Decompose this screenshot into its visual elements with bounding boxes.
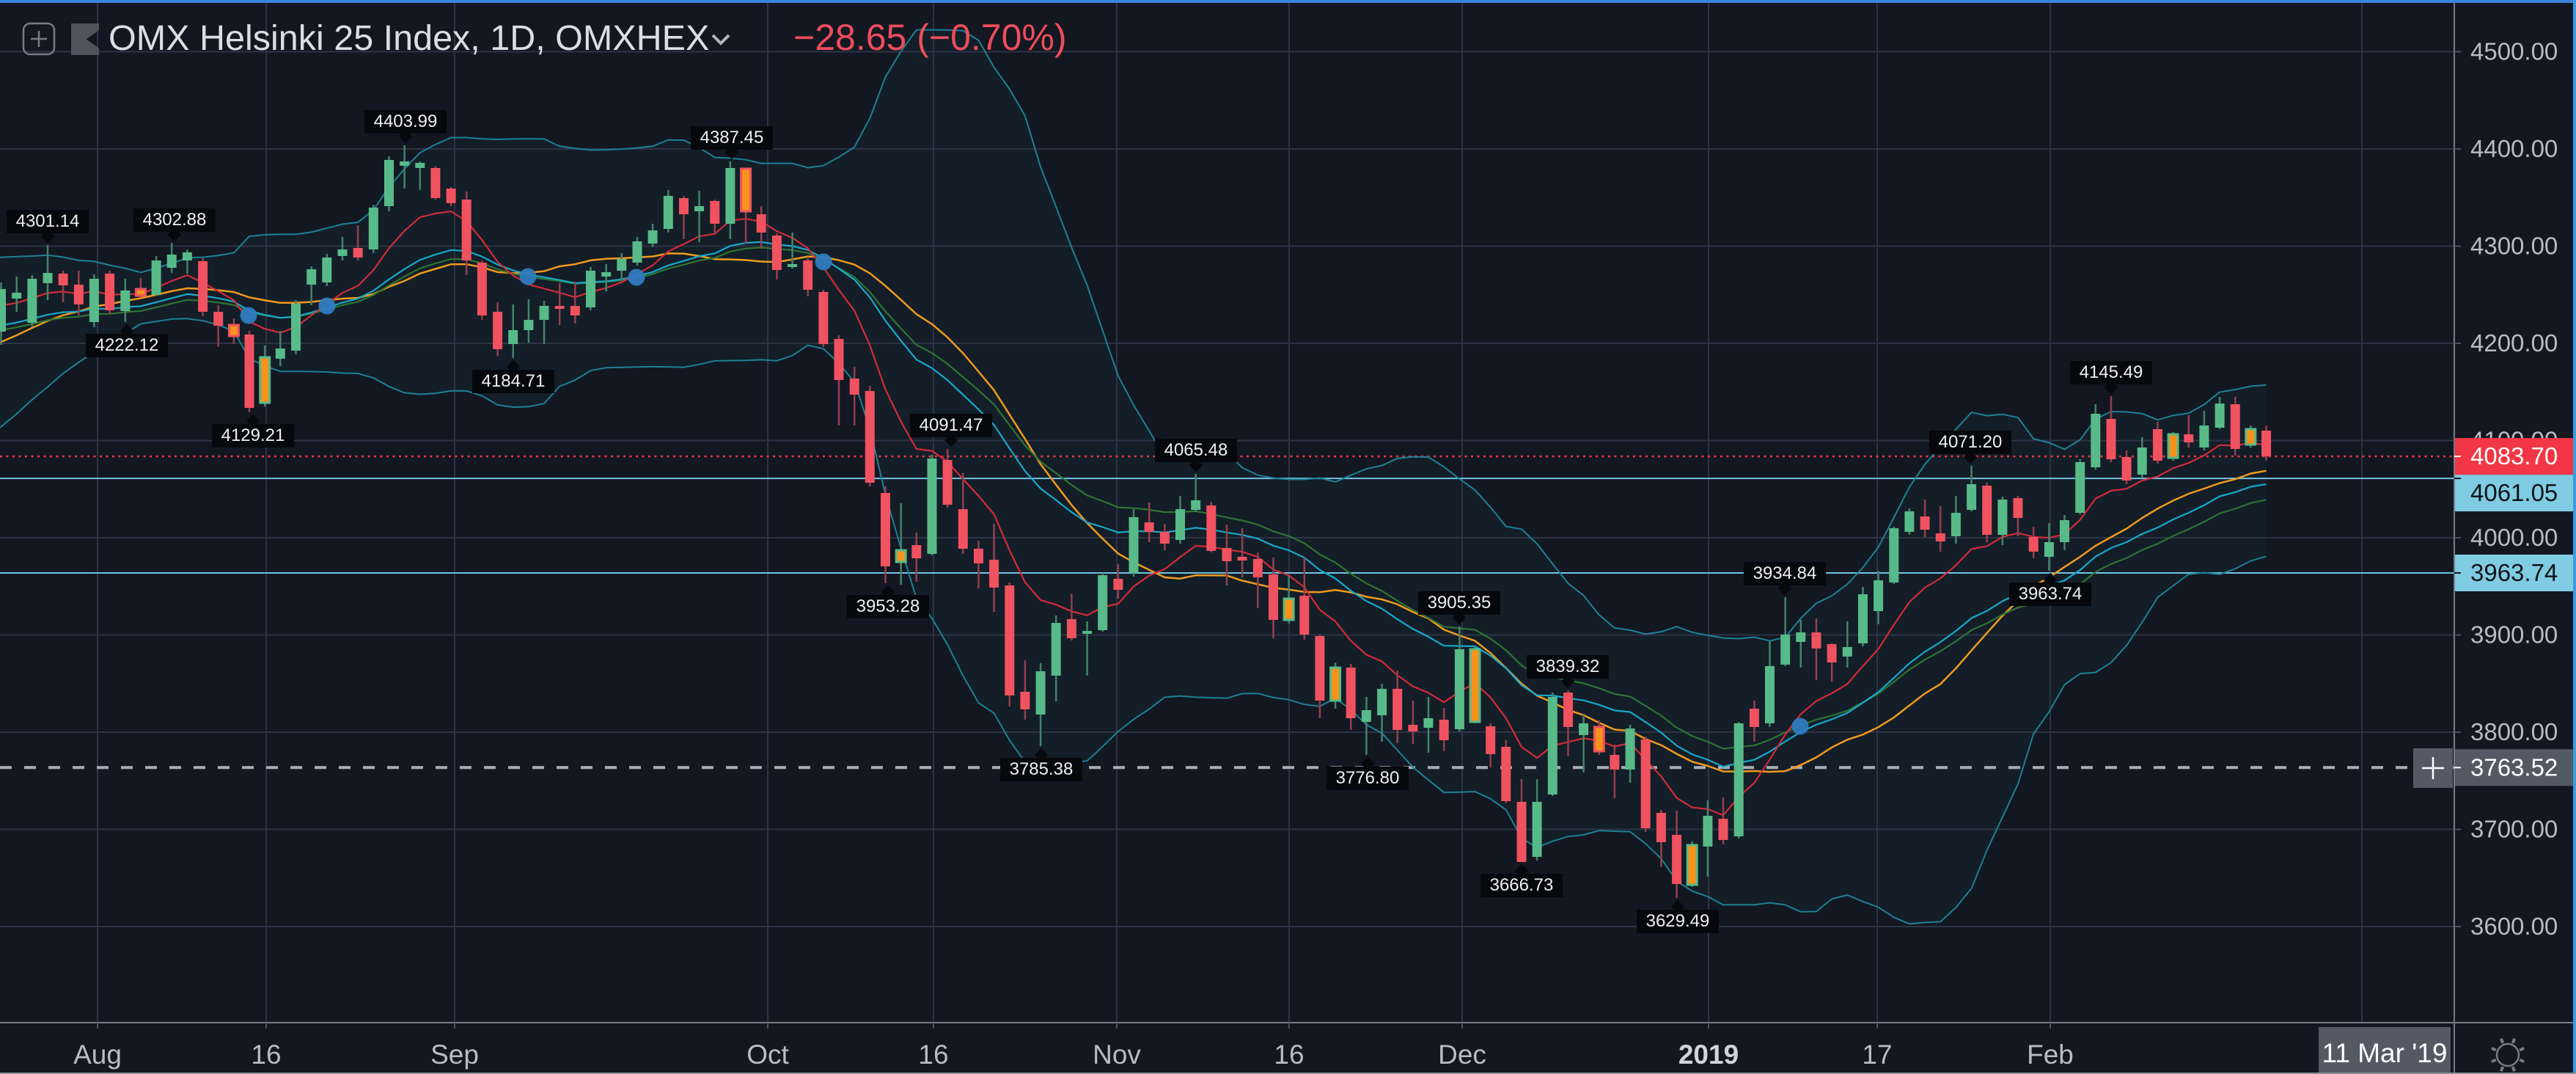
svg-text:4302.88: 4302.88 — [143, 210, 207, 230]
svg-text:3963.74: 3963.74 — [2019, 584, 2083, 604]
svg-text:4500.00: 4500.00 — [2470, 38, 2558, 65]
svg-text:4403.99: 4403.99 — [374, 112, 438, 131]
svg-text:3839.32: 3839.32 — [1536, 657, 1600, 676]
svg-text:4184.71: 4184.71 — [482, 371, 546, 391]
svg-text:2019: 2019 — [1678, 1040, 1739, 1070]
svg-text:Feb: Feb — [2027, 1040, 2074, 1070]
svg-text:Dec: Dec — [1438, 1040, 1486, 1070]
svg-text:4400.00: 4400.00 — [2470, 135, 2558, 162]
svg-text:3800.00: 3800.00 — [2470, 718, 2558, 745]
svg-text:3900.00: 3900.00 — [2470, 621, 2558, 649]
svg-text:4387.45: 4387.45 — [700, 128, 764, 147]
svg-text:4129.21: 4129.21 — [221, 425, 285, 445]
svg-text:4071.20: 4071.20 — [1939, 432, 2003, 452]
svg-text:3963.74: 3963.74 — [2470, 559, 2558, 586]
svg-text:3600.00: 3600.00 — [2470, 913, 2558, 940]
svg-text:4061.05: 4061.05 — [2470, 479, 2558, 506]
svg-text:3700.00: 3700.00 — [2470, 816, 2558, 843]
svg-text:3666.73: 3666.73 — [1490, 875, 1554, 895]
svg-text:4145.49: 4145.49 — [2080, 362, 2143, 382]
svg-text:3934.84: 3934.84 — [1753, 563, 1817, 583]
svg-text:16: 16 — [1274, 1040, 1304, 1070]
svg-text:11 Mar '19: 11 Mar '19 — [2322, 1038, 2448, 1068]
svg-text:Nov: Nov — [1093, 1040, 1141, 1070]
svg-text:4083.70: 4083.70 — [2470, 442, 2558, 470]
svg-text:3905.35: 3905.35 — [1428, 593, 1491, 613]
svg-text:16: 16 — [918, 1040, 948, 1070]
svg-text:3776.80: 3776.80 — [1336, 768, 1400, 788]
svg-text:Oct: Oct — [746, 1040, 789, 1070]
svg-text:Aug: Aug — [73, 1040, 122, 1070]
svg-text:4000.00: 4000.00 — [2470, 524, 2558, 551]
svg-text:4091.47: 4091.47 — [920, 415, 983, 435]
svg-text:OMX Helsinki 25 Index, 1D, OMX: OMX Helsinki 25 Index, 1D, OMXHEX — [109, 18, 709, 58]
svg-text:3629.49: 3629.49 — [1646, 911, 1710, 931]
svg-text:3953.28: 3953.28 — [856, 596, 920, 616]
svg-text:4301.14: 4301.14 — [16, 211, 80, 231]
svg-text:16: 16 — [251, 1040, 281, 1070]
svg-text:4300.00: 4300.00 — [2470, 233, 2558, 260]
svg-text:4200.00: 4200.00 — [2470, 329, 2558, 357]
svg-text:4065.48: 4065.48 — [1164, 440, 1228, 460]
svg-text:3785.38: 3785.38 — [1010, 759, 1074, 779]
svg-text:3763.52: 3763.52 — [2470, 753, 2558, 781]
svg-text:Sep: Sep — [430, 1040, 479, 1070]
svg-text:17: 17 — [1862, 1040, 1892, 1070]
svg-text:−28.65 (−0.70%): −28.65 (−0.70%) — [793, 17, 1067, 58]
svg-text:4222.12: 4222.12 — [95, 335, 159, 355]
